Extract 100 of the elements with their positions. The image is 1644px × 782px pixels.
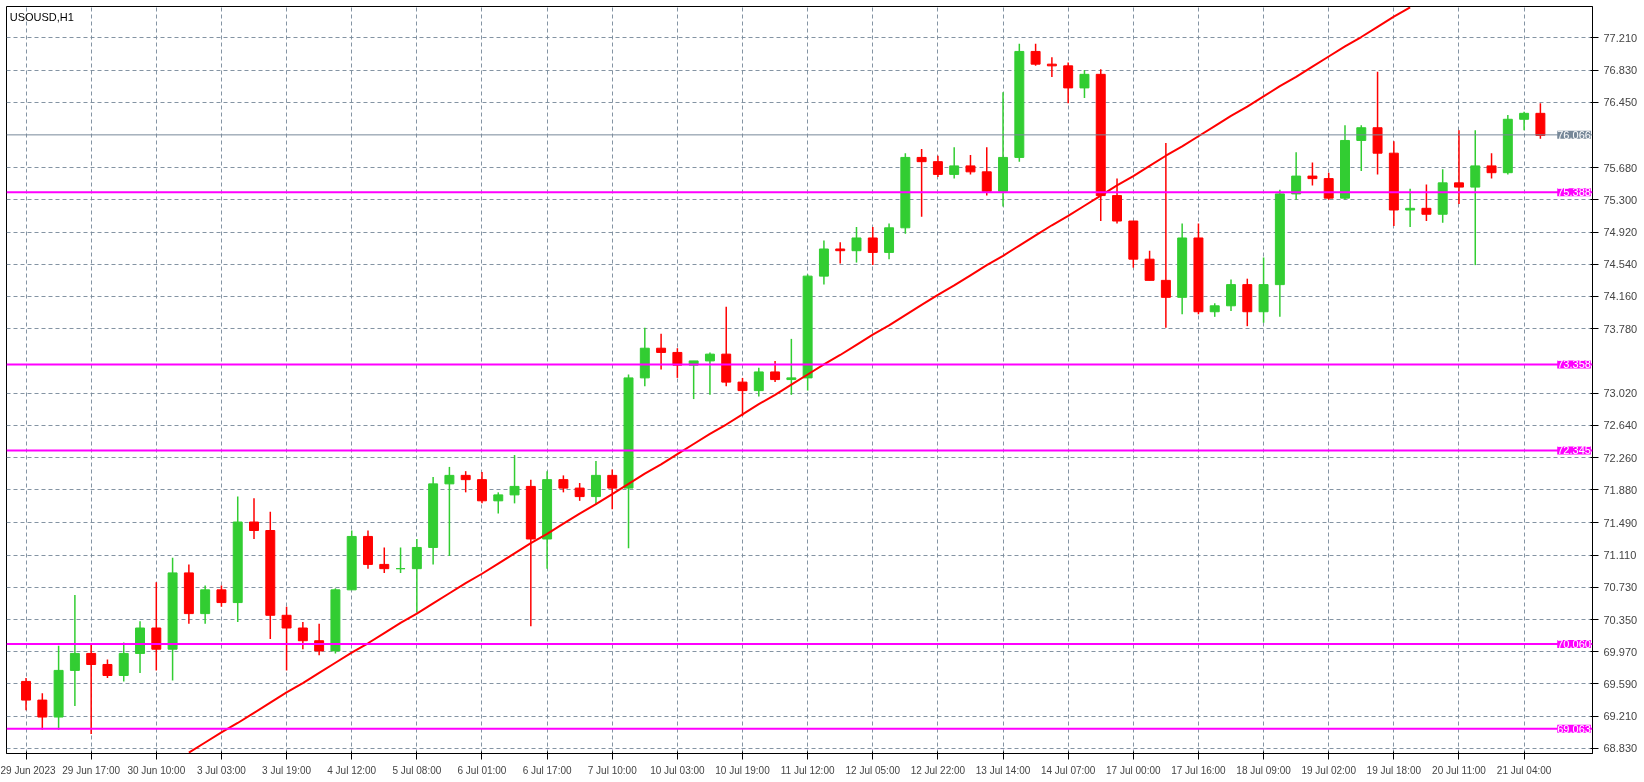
x-tick-label: 19 Jul 18:00	[1366, 764, 1422, 776]
y-tick-label: 70.350	[1603, 613, 1638, 626]
x-tick-label: 29 Jun 17:00	[62, 764, 121, 776]
x-tick-label: 10 Jul 03:00	[650, 764, 706, 776]
line-series	[187, 6, 1412, 754]
candlestick	[1160, 142, 1171, 329]
y-tick-label: 71.110	[1603, 549, 1637, 562]
ref-line-label: 72.345	[1557, 444, 1591, 457]
x-tick-label: 17 Jul 00:00	[1106, 764, 1161, 776]
x-tick-label: 3 Jul 03:00	[196, 764, 247, 776]
x-tick-label: 21 Jul 04:00	[1496, 764, 1552, 776]
candlestick	[867, 226, 878, 266]
x-tick-label: 5 Jul 08:00	[392, 764, 442, 776]
candlestick	[1144, 249, 1155, 282]
candlestick	[916, 148, 927, 218]
candlestick	[216, 584, 227, 608]
candlestick	[1079, 69, 1090, 99]
y-tick-label: 71.490	[1603, 516, 1638, 529]
y-tick-label: 77.210	[1603, 31, 1638, 44]
y-tick-label: 70.730	[1603, 581, 1638, 594]
ref-line-label: 73.358	[1557, 358, 1591, 371]
candlestick	[786, 338, 797, 396]
x-tick-label: 10 Jul 19:00	[715, 764, 771, 776]
x-tick-label: 4 Jul 12:00	[327, 764, 377, 776]
x-tick-label: 30 Jun 10:00	[127, 764, 186, 776]
x-tick-label: 20 Jul 11:00	[1432, 764, 1487, 776]
x-tick-label: 14 Jul 07:00	[1040, 764, 1096, 776]
candlestick	[932, 154, 943, 178]
x-tick-label: 12 Jul 05:00	[845, 764, 901, 776]
y-tick-label: 75.680	[1603, 161, 1638, 174]
x-tick-label: 18 Jul 09:00	[1236, 764, 1292, 776]
x-tick-label: 11 Jul 12:00	[780, 764, 835, 776]
y-tick-label: 74.540	[1603, 258, 1638, 271]
y-tick-label: 69.970	[1603, 645, 1638, 658]
x-tick-label: 29 Jun 2023	[0, 764, 56, 776]
candlestick	[656, 333, 667, 371]
candlestick	[1046, 56, 1057, 78]
candlestick	[1486, 152, 1497, 180]
candlestick	[851, 226, 862, 264]
candlestick	[1454, 129, 1464, 205]
candlestick	[69, 594, 80, 707]
candlestick	[1470, 129, 1481, 266]
candlestick	[444, 466, 455, 557]
y-tick-label: 68.830	[1603, 742, 1638, 755]
y-tick-label: 71.880	[1603, 483, 1638, 496]
candlestick	[297, 621, 308, 650]
candlestick	[753, 366, 764, 398]
chart-title: USOUSD,H1	[9, 10, 74, 23]
y-tick-label: 69.210	[1603, 710, 1638, 723]
candlestick	[1030, 43, 1041, 67]
candlestick	[37, 692, 48, 731]
x-tick-label: 13 Jul 14:00	[975, 764, 1031, 776]
x-tick-label: 3 Jul 19:00	[262, 764, 312, 776]
ref-line-label: 70.060	[1557, 638, 1591, 651]
candlestick	[1063, 61, 1074, 104]
x-tick-label: 12 Jul 22:00	[910, 764, 966, 776]
candlestick	[1226, 278, 1236, 312]
candlestick	[1519, 110, 1530, 132]
candlestick	[835, 241, 846, 265]
candlestick	[151, 581, 162, 672]
candlestick	[704, 351, 715, 396]
candlestick	[460, 470, 471, 494]
candlestick	[509, 454, 520, 505]
y-tick-label: 74.920	[1603, 226, 1638, 239]
y-tick-label: 73.780	[1603, 322, 1638, 335]
ref-line-label: 76.066	[1557, 128, 1591, 141]
candlestick	[379, 546, 390, 574]
candlestick	[102, 658, 113, 679]
candlestick	[1535, 102, 1546, 140]
y-tick-label: 75.300	[1603, 193, 1638, 206]
ref-line-label: 75.388	[1557, 186, 1591, 199]
candlestick	[200, 584, 211, 625]
candlestick	[981, 146, 992, 197]
candlestick	[118, 641, 129, 683]
candlestick	[1323, 171, 1334, 201]
y-tick-label: 73.020	[1603, 387, 1638, 400]
y-tick-label: 72.260	[1603, 451, 1638, 464]
x-tick-label: 6 Jul 17:00	[522, 764, 573, 776]
candlestick	[86, 644, 97, 735]
candlestick	[477, 471, 487, 505]
x-tick-label: 7 Jul 10:00	[587, 764, 638, 776]
x-tick-label: 6 Jul 01:00	[457, 764, 507, 776]
y-tick-label: 74.160	[1603, 290, 1638, 303]
candlestick	[590, 460, 601, 506]
candlestick	[1405, 188, 1416, 228]
candlestick	[281, 606, 292, 672]
y-tick-label: 76.830	[1603, 64, 1638, 77]
x-tick-label: 17 Jul 16:00	[1171, 764, 1227, 776]
candlestick	[770, 360, 781, 383]
candlestick	[21, 677, 32, 712]
candlestick	[1291, 151, 1302, 201]
x-tick-label: 19 Jul 02:00	[1301, 764, 1357, 776]
candlestick	[249, 497, 259, 540]
candlestick	[493, 491, 504, 515]
candlestick	[965, 154, 976, 176]
y-tick-label: 76.450	[1603, 96, 1638, 109]
y-tick-label: 72.640	[1603, 419, 1638, 432]
candlestick	[411, 538, 422, 613]
candlestick	[607, 468, 618, 511]
y-tick-label: 69.590	[1603, 677, 1638, 690]
